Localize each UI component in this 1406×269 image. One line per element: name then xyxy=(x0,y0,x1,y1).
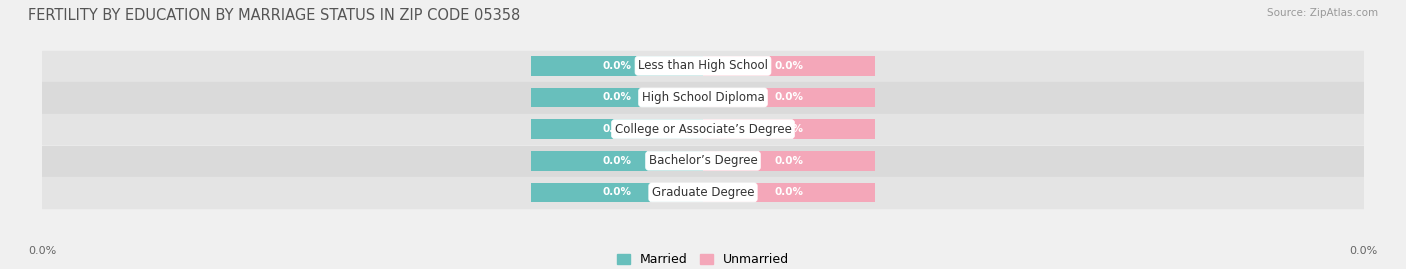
Text: Less than High School: Less than High School xyxy=(638,59,768,72)
Text: High School Diploma: High School Diploma xyxy=(641,91,765,104)
Bar xyxy=(703,151,875,171)
Bar xyxy=(42,146,1364,176)
Bar xyxy=(531,119,703,139)
Bar xyxy=(531,183,703,202)
Text: 0.0%: 0.0% xyxy=(775,124,803,134)
Text: 0.0%: 0.0% xyxy=(603,124,631,134)
Text: Graduate Degree: Graduate Degree xyxy=(652,186,754,199)
Text: 0.0%: 0.0% xyxy=(775,187,803,197)
Text: 0.0%: 0.0% xyxy=(28,246,56,256)
Bar xyxy=(531,88,703,107)
Text: Bachelor’s Degree: Bachelor’s Degree xyxy=(648,154,758,167)
Text: FERTILITY BY EDUCATION BY MARRIAGE STATUS IN ZIP CODE 05358: FERTILITY BY EDUCATION BY MARRIAGE STATU… xyxy=(28,8,520,23)
Bar xyxy=(42,114,1364,144)
Bar xyxy=(42,177,1364,208)
Bar xyxy=(42,82,1364,113)
Text: 0.0%: 0.0% xyxy=(603,61,631,71)
Bar xyxy=(703,56,875,76)
Text: 0.0%: 0.0% xyxy=(775,61,803,71)
Text: 0.0%: 0.0% xyxy=(1350,246,1378,256)
Bar xyxy=(703,183,875,202)
Bar xyxy=(531,151,703,171)
Text: 0.0%: 0.0% xyxy=(775,93,803,102)
Bar xyxy=(703,119,875,139)
Bar xyxy=(531,56,703,76)
Text: 0.0%: 0.0% xyxy=(603,156,631,166)
Text: 0.0%: 0.0% xyxy=(603,93,631,102)
Text: 0.0%: 0.0% xyxy=(603,187,631,197)
Bar xyxy=(703,88,875,107)
Bar xyxy=(42,51,1364,81)
Legend: Married, Unmarried: Married, Unmarried xyxy=(612,248,794,269)
Text: 0.0%: 0.0% xyxy=(775,156,803,166)
Text: Source: ZipAtlas.com: Source: ZipAtlas.com xyxy=(1267,8,1378,18)
Text: College or Associate’s Degree: College or Associate’s Degree xyxy=(614,123,792,136)
